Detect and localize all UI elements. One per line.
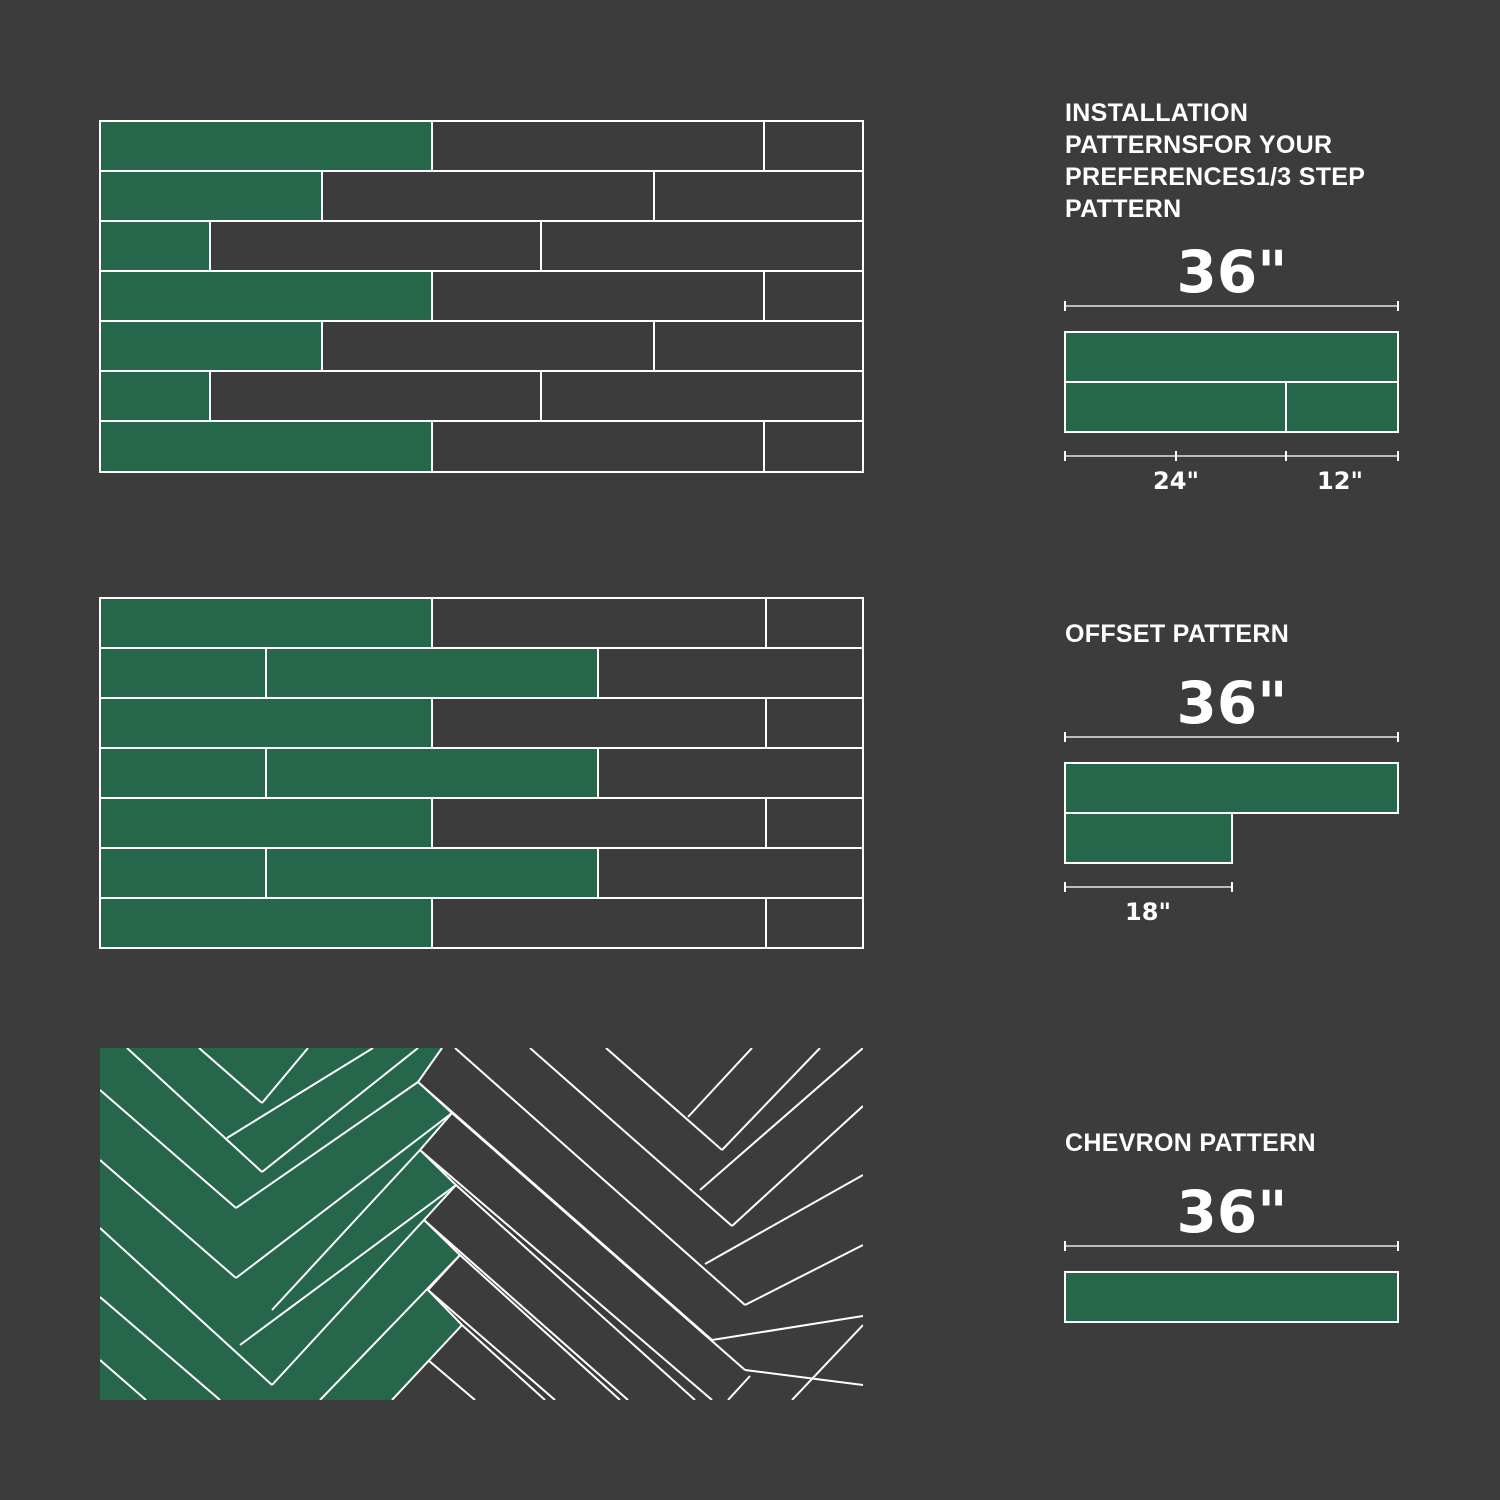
chevron-pattern-title: CHEVRON PATTERN xyxy=(1065,1129,1316,1157)
chevron-dimension-diagram xyxy=(1064,1241,1399,1323)
step-pattern-panel xyxy=(99,120,864,473)
step-total-length: 36" xyxy=(1176,238,1288,306)
offset-dimension-diagram xyxy=(1064,732,1399,892)
offset-pattern-title: OFFSET PATTERN xyxy=(1065,620,1290,648)
offset-seg-length: 18" xyxy=(1125,898,1171,926)
offset-pattern-panel xyxy=(99,597,864,949)
chevron-pattern-panel xyxy=(100,1048,863,1400)
step-seg-b-length: 12" xyxy=(1317,467,1363,495)
step-seg-a-length: 24" xyxy=(1153,467,1199,495)
offset-total-length: 36" xyxy=(1176,669,1288,737)
step-pattern-title: INSTALLATION PATTERNSFOR YOUR PREFERENCE… xyxy=(1065,99,1365,223)
chevron-total-length: 36" xyxy=(1176,1178,1288,1246)
step-dimension-diagram xyxy=(1064,301,1399,461)
